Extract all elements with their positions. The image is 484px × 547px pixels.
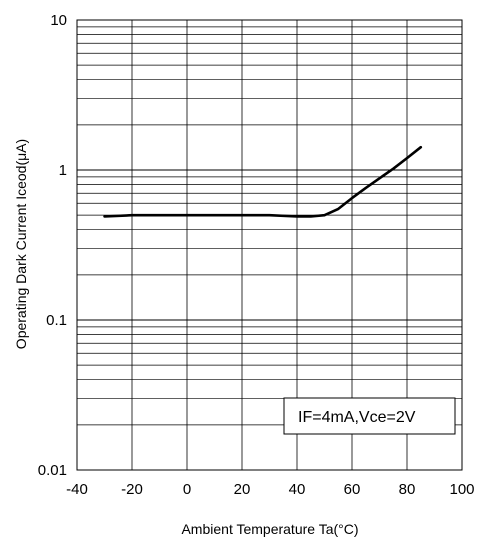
annotation-box bbox=[283, 397, 456, 435]
x-tick-label: 20 bbox=[234, 481, 251, 498]
x-tick-label: -40 bbox=[66, 481, 88, 498]
x-tick-label: 40 bbox=[289, 481, 306, 498]
grid-lines bbox=[77, 20, 462, 470]
x-axis-title: Ambient Temperature Ta(°C) bbox=[181, 521, 358, 537]
x-tick-label: 60 bbox=[344, 481, 361, 498]
annotation-text: IF=4mA,Vce=2V bbox=[298, 409, 416, 426]
y-tick-label: 1 bbox=[59, 162, 67, 179]
y-axis-title: Operating Dark Current Iceod(μA) bbox=[13, 139, 29, 349]
x-tick-label: 100 bbox=[449, 481, 474, 498]
x-tick-label: 0 bbox=[183, 481, 191, 498]
plot-frame bbox=[76, 19, 463, 471]
y-tick-label: 0.01 bbox=[38, 462, 67, 479]
series-layer bbox=[103, 145, 423, 218]
y-tick-label: 0.1 bbox=[46, 312, 67, 329]
series-line bbox=[103, 145, 423, 218]
x-tick-label: -20 bbox=[121, 481, 143, 498]
x-tick-label: 80 bbox=[399, 481, 416, 498]
tick-labels: -40 -20 0 20 40 60 80 100 0.01 0.1 1 10 bbox=[38, 12, 475, 498]
y-tick-label: 10 bbox=[50, 12, 67, 29]
